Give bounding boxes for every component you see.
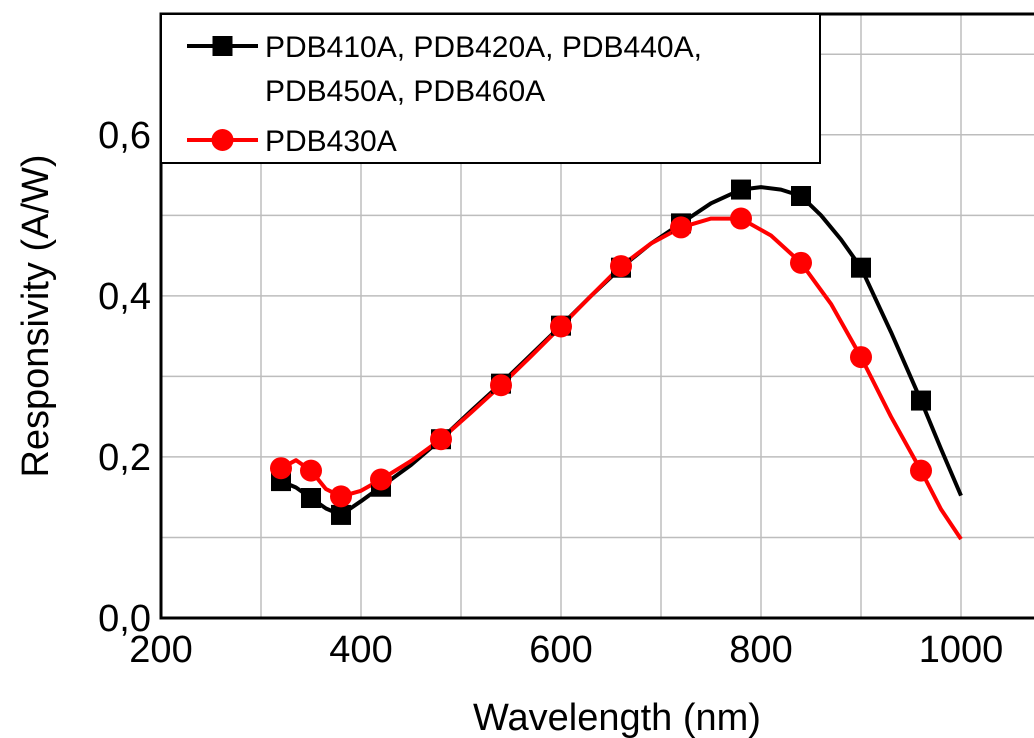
x-tick-label: 800: [729, 629, 792, 671]
x-axis-title: Wavelength (nm): [473, 697, 761, 738]
data-point-square: [331, 504, 351, 525]
data-point-circle: [270, 457, 292, 480]
data-point-circle: [910, 459, 932, 482]
data-point-circle: [850, 346, 872, 369]
legend-label: PDB410A, PDB420A, PDB440A,: [265, 31, 702, 64]
legend-box: [160, 13, 821, 164]
legend-label: PDB430A: [265, 125, 397, 158]
x-tick-labels: 200 400 600 800 1000: [129, 629, 1003, 671]
y-axis-title: Responsivity (A/W): [15, 154, 57, 477]
data-point-circle: [670, 216, 692, 239]
data-point-square: [851, 257, 871, 278]
x-tick-label: 400: [329, 629, 392, 671]
x-tick-label: 200: [129, 629, 192, 671]
data-point-circle: [730, 207, 752, 230]
data-point-circle: [330, 485, 352, 508]
data-point-square: [911, 390, 931, 411]
y-tick-label: 0,2: [98, 437, 151, 479]
y-tick-label: 0,0: [98, 598, 151, 640]
data-point-circle: [370, 468, 392, 491]
legend: PDB410A, PDB420A, PDB440A, PDB450A, PDB46…: [160, 13, 821, 164]
legend-label: PDB450A, PDB460A: [265, 75, 545, 108]
data-point-square: [301, 488, 321, 509]
y-tick-label: 0,4: [98, 276, 151, 318]
legend-swatch-square: [212, 36, 233, 56]
data-point-square: [731, 179, 751, 200]
data-point-circle: [790, 251, 812, 274]
x-tick-label: 1000: [919, 629, 1004, 671]
x-tick-label: 600: [529, 629, 592, 671]
data-point-circle: [430, 428, 452, 451]
y-tick-labels: 0,0 0,2 0,4 0,6: [98, 115, 151, 640]
data-point-circle: [610, 255, 632, 278]
data-point-circle: [490, 374, 512, 397]
series-markers: [270, 179, 932, 525]
y-tick-label: 0,6: [98, 115, 151, 157]
data-point-circle: [300, 459, 322, 482]
data-point-circle: [550, 315, 572, 338]
legend-swatch-circle: [211, 129, 234, 151]
data-point-square: [791, 186, 811, 207]
